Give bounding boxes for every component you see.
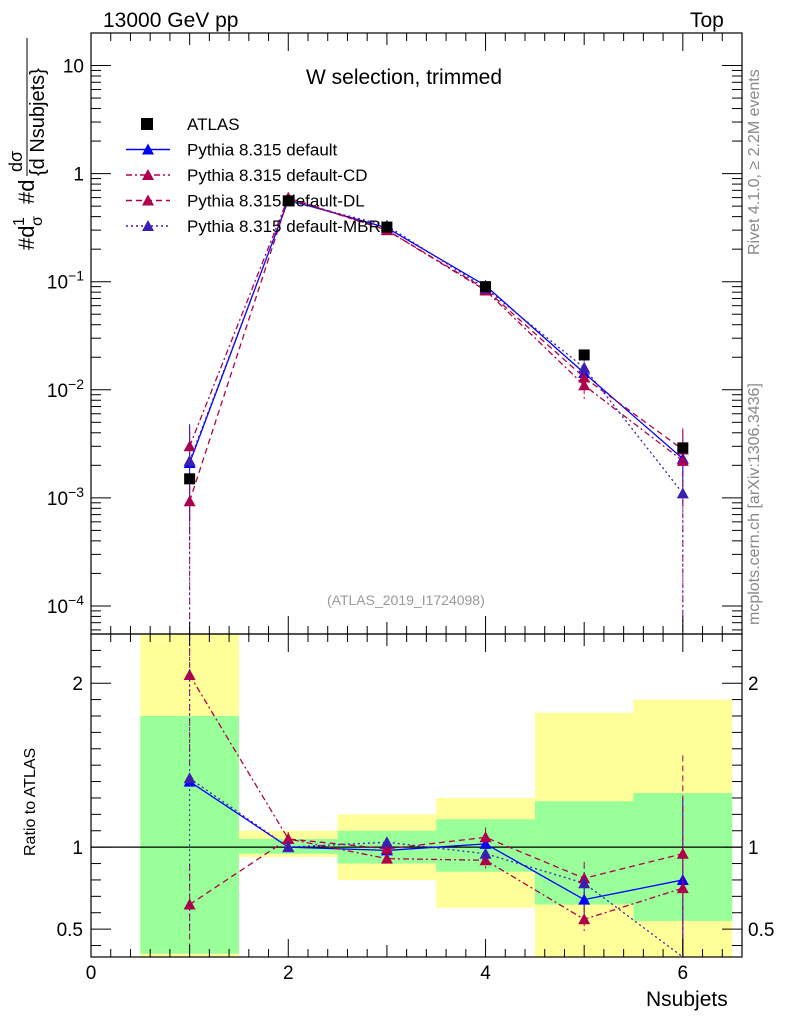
ratio-series-line-3 bbox=[189, 836, 683, 906]
ratio-marker-2-4 bbox=[479, 854, 492, 866]
side-label-mcplots: mcplots.cern.ch [arXiv:1306.3436] bbox=[746, 383, 763, 625]
legend-marker-3 bbox=[142, 194, 154, 206]
y-axis-label-main-text-sigma: σ bbox=[29, 216, 46, 226]
ratio-series-line-4 bbox=[189, 777, 684, 958]
main-series-line-1 bbox=[189, 199, 684, 464]
ratio-marker-2-3 bbox=[380, 852, 393, 864]
watermark: (ATLAS_2019_I1724098) bbox=[327, 592, 485, 608]
ratio-series-line-2 bbox=[189, 674, 684, 920]
y-axis-label-main-text: #d bbox=[14, 226, 39, 250]
ratio-marker-3-3 bbox=[380, 842, 393, 854]
atlas-point-2 bbox=[282, 195, 294, 207]
x-tick-label-4: 4 bbox=[480, 963, 491, 984]
ratio-marker-4-4 bbox=[479, 847, 492, 859]
y-tick-label-main-4: 10−1 bbox=[47, 268, 84, 294]
ratio-marker-3-4 bbox=[479, 831, 492, 843]
main-series-line-3 bbox=[189, 197, 684, 502]
ratio-marker-3-2 bbox=[282, 832, 295, 844]
legend-marker-4 bbox=[142, 220, 154, 231]
main-marker-2-5 bbox=[578, 379, 591, 391]
atlas-point-5 bbox=[578, 349, 590, 361]
main-marker-3-1 bbox=[183, 495, 196, 507]
atlas-point-3 bbox=[381, 221, 393, 233]
ratio-marker-3-6 bbox=[676, 847, 689, 859]
main-marker-4-6 bbox=[676, 487, 689, 499]
main-series-line-2 bbox=[189, 196, 684, 462]
frames bbox=[90, 32, 743, 958]
ratio-marker-2-5 bbox=[578, 913, 591, 925]
chart-title: W selection, trimmed bbox=[306, 66, 503, 89]
legend-label-3: Pythia 8.315 default-DL bbox=[187, 192, 365, 211]
x-tick-label-0: 0 bbox=[86, 963, 97, 984]
atlas-point-1 bbox=[184, 473, 196, 485]
header-left-title: 13000 GeV pp bbox=[103, 9, 239, 32]
ratio-marker-1-5 bbox=[578, 893, 591, 905]
legend: ATLAS Pythia 8.315 default Pythia 8.315 de… bbox=[126, 115, 381, 236]
y-tick-label-ratio-right-2: 1 bbox=[748, 838, 759, 859]
main-marker-4-1 bbox=[183, 454, 196, 466]
main-marker-2-1 bbox=[183, 440, 196, 452]
header-right-title: Top bbox=[690, 9, 724, 32]
y-tick-label-main-2: 10−3 bbox=[47, 484, 84, 510]
x-tick-label-6: 6 bbox=[678, 963, 689, 984]
ratio-frame bbox=[90, 633, 743, 958]
y-axis-label-main: #d1 σ#ddσ {d Nsubjets} bbox=[6, 38, 49, 250]
ratio-lines bbox=[183, 634, 689, 958]
ratio-marker-4-5 bbox=[578, 877, 591, 889]
ratio-marker-4-3 bbox=[380, 836, 393, 848]
y-tick-label-main-5: 1 bbox=[73, 165, 84, 186]
legend-marker-atlas bbox=[141, 118, 153, 130]
y-tick-label-ratio-left-2: 1 bbox=[72, 838, 83, 859]
legend-marker-1 bbox=[142, 143, 154, 155]
y-tick-label-ratio-right-3: 2 bbox=[748, 674, 759, 695]
legend-marker-2 bbox=[142, 169, 154, 180]
y-tick-label-main-1: 10−4 bbox=[47, 592, 84, 618]
atlas-point-4 bbox=[480, 281, 492, 293]
y-axis-label-main-text-frac: 1 bbox=[11, 217, 28, 226]
y-axis-label-main-text-num: dσ bbox=[6, 151, 26, 172]
ratio-y-label: Ratio to ATLAS bbox=[22, 747, 39, 856]
y-tick-label-main-6: 10 bbox=[63, 57, 84, 78]
y-axis-label-main-text-den: {d Nsubjets} bbox=[27, 68, 49, 176]
y-tick-label-ratio-left-1: 0.5 bbox=[57, 920, 83, 941]
atlas-point-6 bbox=[677, 442, 689, 454]
y-axis-label-main-text-2: #d bbox=[14, 180, 39, 204]
legend-label-1: Pythia 8.315 default bbox=[187, 141, 338, 160]
y-tick-label-ratio-left-3: 2 bbox=[72, 674, 83, 695]
x-axis-label: Nsubjets bbox=[646, 988, 728, 1011]
legend-label-atlas: ATLAS bbox=[187, 115, 240, 134]
legend-label-2: Pythia 8.315 default-CD bbox=[187, 166, 368, 185]
y-tick-label-main-3: 10−2 bbox=[47, 376, 84, 402]
side-label-rivet: Rivet 4.1.0, ≥ 2.2M events bbox=[746, 69, 763, 255]
main-marker-3-5 bbox=[578, 371, 591, 383]
ratio-marker-4-1 bbox=[183, 772, 196, 784]
main-series-line-4 bbox=[189, 200, 684, 494]
main-marker-4-5 bbox=[578, 361, 591, 373]
y-tick-label-ratio-right-1: 0.5 bbox=[748, 920, 774, 941]
legend-label-4: Pythia 8.315 default-MBR bbox=[187, 217, 381, 236]
x-tick-label-2: 2 bbox=[283, 963, 294, 984]
ratio-marker-4-2 bbox=[282, 841, 295, 853]
main-lines bbox=[183, 191, 689, 634]
